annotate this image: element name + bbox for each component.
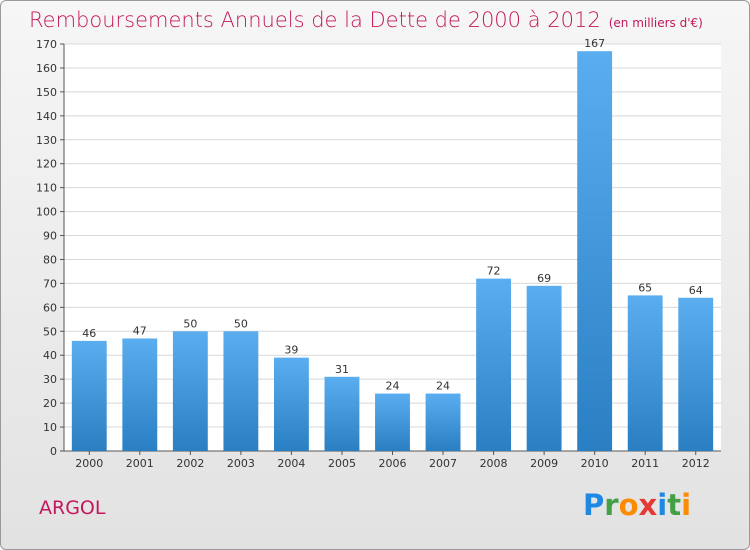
data-label: 50 xyxy=(183,317,197,330)
data-label: 24 xyxy=(386,380,400,393)
data-label: 46 xyxy=(82,327,96,340)
data-label: 167 xyxy=(584,37,605,50)
y-tick-label: 0 xyxy=(50,445,57,458)
data-label: 72 xyxy=(487,265,501,278)
y-tick-label: 70 xyxy=(43,277,57,290)
bar xyxy=(476,278,512,451)
y-tick-label: 10 xyxy=(43,421,57,434)
bar xyxy=(526,285,562,451)
data-label: 39 xyxy=(284,344,298,357)
bar xyxy=(324,376,360,451)
x-tick-label: 2009 xyxy=(530,457,558,470)
x-tick-label: 2001 xyxy=(126,457,154,470)
y-tick-label: 150 xyxy=(36,86,57,99)
y-tick-label: 160 xyxy=(36,62,57,75)
x-tick-label: 2007 xyxy=(429,457,457,470)
y-tick-label: 100 xyxy=(36,206,57,219)
data-label: 65 xyxy=(638,281,652,294)
x-tick-label: 2006 xyxy=(379,457,407,470)
place-name: ARGOL xyxy=(39,497,106,519)
logo-letter: i xyxy=(681,488,692,522)
logo-letter: r xyxy=(604,488,619,522)
y-tick-label: 30 xyxy=(43,373,57,386)
bar xyxy=(122,338,158,451)
chart-title: Remboursements Annuels de la Dette de 20… xyxy=(29,8,703,32)
y-tick-label: 170 xyxy=(36,38,57,51)
logo-letter: i xyxy=(657,488,668,522)
logo-letter: t xyxy=(667,488,682,522)
logo-letter: o xyxy=(618,488,639,522)
y-tick-label: 130 xyxy=(36,134,57,147)
x-tick-label: 2000 xyxy=(75,457,103,470)
x-tick-label: 2004 xyxy=(277,457,305,470)
data-label: 64 xyxy=(689,284,703,297)
bar xyxy=(627,295,663,451)
y-tick-label: 110 xyxy=(36,182,57,195)
bar xyxy=(71,340,107,451)
y-tick-label: 120 xyxy=(36,158,57,171)
x-tick-label: 2002 xyxy=(176,457,204,470)
bar xyxy=(172,331,208,451)
y-tick-label: 20 xyxy=(43,397,57,410)
y-tick-label: 40 xyxy=(43,349,57,362)
title-text: Remboursements Annuels de la Dette de 20… xyxy=(29,8,601,32)
y-tick-label: 90 xyxy=(43,230,57,243)
proxiti-logo: Proxiti xyxy=(583,488,691,522)
data-label: 47 xyxy=(133,324,147,337)
x-tick-label: 2005 xyxy=(328,457,356,470)
bar xyxy=(375,393,410,451)
logo-letter: P xyxy=(583,488,605,522)
x-tick-label: 2010 xyxy=(581,457,609,470)
bar xyxy=(223,331,259,451)
bar xyxy=(577,51,613,452)
y-tick-label: 80 xyxy=(43,253,57,266)
x-tick-label: 2003 xyxy=(227,457,255,470)
data-label: 24 xyxy=(436,380,450,393)
unit-note: (en milliers d'€) xyxy=(608,16,703,30)
y-tick-label: 60 xyxy=(43,301,57,314)
bar xyxy=(273,357,309,451)
x-tick-label: 2008 xyxy=(480,457,508,470)
x-tick-label: 2012 xyxy=(682,457,710,470)
data-label: 50 xyxy=(234,317,248,330)
data-label: 69 xyxy=(537,272,551,285)
data-label: 31 xyxy=(335,363,349,376)
bar xyxy=(678,297,714,451)
bar xyxy=(425,393,461,451)
x-tick-label: 2011 xyxy=(631,457,659,470)
y-tick-label: 50 xyxy=(43,325,57,338)
logo-letter: x xyxy=(638,488,658,522)
y-tick-label: 140 xyxy=(36,110,57,123)
